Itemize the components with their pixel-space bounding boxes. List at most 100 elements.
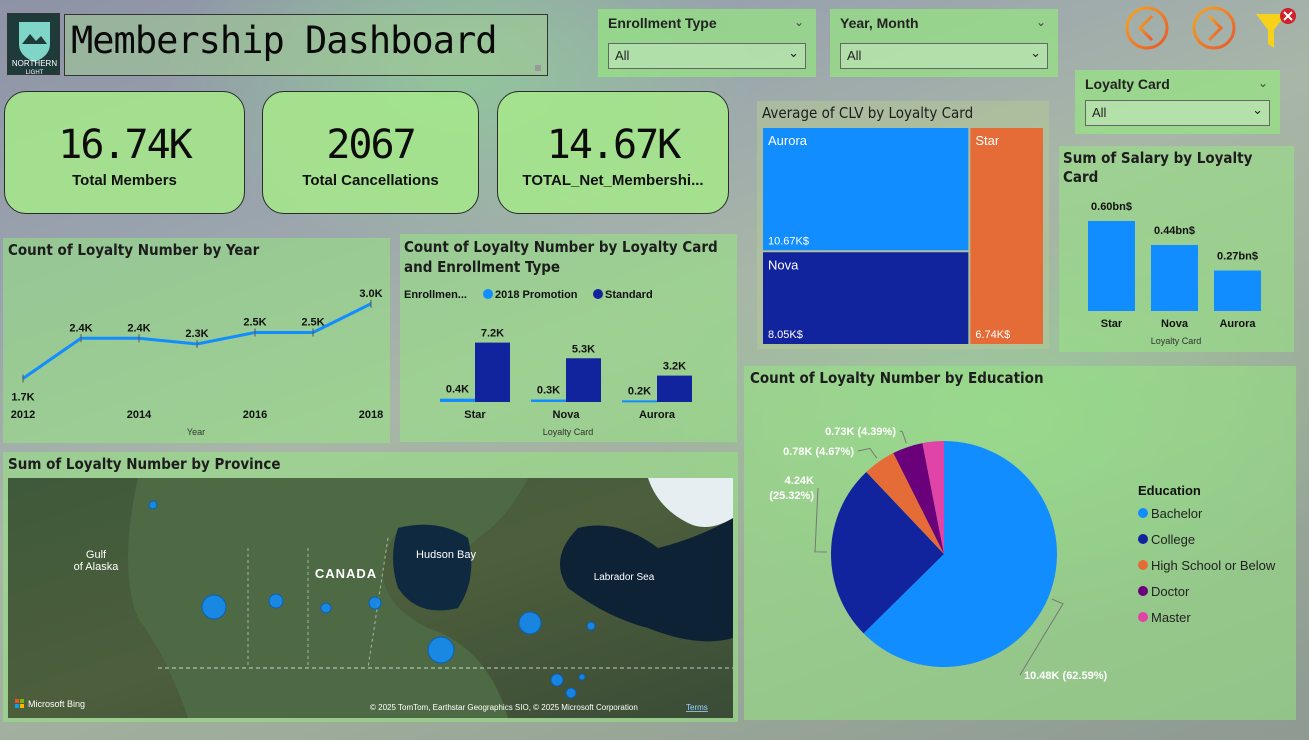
line-chart: 1.7K 2.4K 2.4K 2.3K 2.5K 2.5K 3.0K 2012 2014 2016… — [11, 288, 383, 437]
treemap-category-label: Aurora — [768, 133, 808, 148]
legend-label: Bachelor — [1151, 506, 1203, 521]
aurora-logo-icon: NORTHERN LIGHT — [12, 22, 57, 76]
data-label: 0.78K (4.67%) — [783, 446, 854, 458]
map-bubble[interactable] — [565, 687, 577, 699]
slicer-label: Enrollment Type — [608, 15, 717, 31]
bing-text: Microsoft Bing — [28, 699, 85, 709]
pie-slice — [866, 453, 944, 554]
slicer-enrollment-type[interactable]: Enrollment Type ⌄ All ⌄ — [598, 9, 816, 77]
x-axis-title: Loyalty Card — [543, 427, 594, 437]
map-label-labrador-sea: Labrador Sea — [594, 572, 655, 583]
map-bubble[interactable] — [320, 602, 332, 614]
bar — [475, 342, 510, 402]
chart-title: Average of CLV by Loyalty Card — [762, 104, 974, 122]
chevron-right-icon — [1207, 14, 1224, 42]
treemap-category-label: Nova — [768, 257, 799, 272]
year-month-dropdown[interactable]: All ⌄ — [840, 43, 1048, 69]
x-tick-label: 2018 — [359, 409, 383, 421]
map-bubble[interactable] — [550, 673, 564, 687]
chevron-down-icon[interactable]: ⌄ — [1257, 76, 1268, 90]
page-title: Membership Dashboard — [71, 19, 498, 62]
slicer-label: Year, Month — [840, 15, 919, 31]
chart-loyalty-by-year: Count of Loyalty Number by Year 1.7K 2.4K… — [3, 238, 390, 443]
chart-title: Count of Loyalty Number by Year — [8, 241, 260, 259]
legend-label: High School or Below — [1151, 558, 1276, 573]
bar — [622, 400, 657, 403]
legend-marker — [593, 289, 603, 299]
bar — [440, 398, 475, 402]
map-bubble[interactable] — [586, 621, 596, 631]
leader-line — [899, 430, 907, 444]
leader-line — [814, 487, 828, 553]
data-label: 1.7K — [11, 392, 34, 404]
loyalty-card-dropdown[interactable]: All ⌄ — [1085, 100, 1270, 126]
data-label: 0.27bn$ — [1217, 251, 1258, 263]
treemap-value-label: 8.05K$ — [768, 329, 803, 341]
logo-text-bottom: LIGHT — [26, 70, 44, 76]
x-tick-label: Aurora — [639, 409, 676, 421]
x-tick-label: Aurora — [1219, 318, 1256, 330]
chevron-down-icon: ⌄ — [1030, 46, 1041, 61]
chart-title: Count of Loyalty Number by Education — [750, 369, 1044, 387]
map-bubble[interactable] — [148, 500, 158, 510]
slicer-loyalty-card[interactable]: Loyalty Card ⌄ All ⌄ — [1075, 70, 1280, 134]
dropdown-value: All — [1092, 105, 1107, 120]
data-label: 2.3K — [185, 328, 208, 340]
filter-icon — [1256, 14, 1286, 48]
data-label: 3.2K — [663, 361, 686, 373]
data-label: 0.4K — [446, 384, 469, 396]
treemap-tile — [763, 128, 969, 251]
legend-marker — [1138, 586, 1148, 596]
chevron-down-icon: ⌄ — [788, 46, 799, 61]
title-box: Membership Dashboard — [64, 14, 548, 76]
forward-button[interactable] — [1189, 4, 1239, 52]
slicer-year-month[interactable]: Year, Month ⌄ All ⌄ — [830, 9, 1058, 77]
chart-title: Sum of Salary by Loyalty Card — [1063, 149, 1253, 186]
legend-title: Education — [1138, 483, 1201, 498]
map-bubble[interactable] — [268, 593, 284, 609]
clear-filter-button[interactable] — [1254, 6, 1298, 52]
data-label: (25.32%) — [769, 490, 814, 502]
map-bubble[interactable] — [201, 594, 227, 620]
map-label-gulf: Gulf — [86, 549, 107, 561]
map-bubble[interactable] — [427, 636, 455, 664]
map-label-alaska: of Alaska — [74, 561, 120, 573]
data-label: 0.60bn$ — [1091, 201, 1132, 213]
data-label: 0.2K — [628, 385, 651, 397]
data-label: 4.24K — [785, 475, 814, 487]
x-tick-label: Star — [464, 409, 486, 421]
map-terms-link[interactable]: Terms — [686, 703, 708, 712]
map-bubble[interactable] — [368, 596, 382, 610]
map-label-canada: CANADA — [315, 566, 377, 581]
legend-label: Master — [1151, 610, 1191, 625]
map-attribution: © 2025 TomTom, Earthstar Geographics SIO… — [370, 703, 638, 712]
data-label: 2.5K — [243, 317, 266, 329]
x-tick-label: 2012 — [11, 409, 35, 421]
bar — [1214, 270, 1261, 311]
chevron-down-icon[interactable]: ⌄ — [793, 15, 804, 29]
x-axis-title: Loyalty Card — [1151, 336, 1202, 346]
kpi-value: 16.74K — [58, 122, 193, 168]
map-bubble[interactable] — [578, 673, 586, 681]
map-bubble[interactable] — [518, 611, 542, 635]
data-label: 0.73K (4.39%) — [825, 426, 896, 438]
legend-label: Doctor — [1151, 584, 1190, 599]
treemap-chart: Aurora 10.67K$ Nova 8.05K$ Star 6.74K$ — [763, 128, 1043, 344]
chevron-down-icon[interactable]: ⌄ — [1035, 15, 1046, 29]
slicer-label: Loyalty Card — [1085, 76, 1170, 92]
enrollment-type-dropdown[interactable]: All ⌄ — [608, 43, 806, 69]
leader-line — [1019, 598, 1064, 676]
logo: NORTHERN LIGHT — [7, 13, 60, 76]
x-tick-label: 2016 — [243, 409, 267, 421]
x-tick-label: Star — [1101, 318, 1123, 330]
data-label: 10.48K (62.59%) — [1024, 670, 1107, 682]
chart-title: Sum of Loyalty Number by Province — [8, 455, 281, 473]
hudson-bay-water — [393, 524, 472, 611]
data-label: 2.4K — [127, 322, 150, 334]
map-canvas[interactable]: Gulf of Alaska CANADA Hudson Bay Labrado… — [8, 478, 733, 718]
greenland-ice — [648, 478, 733, 527]
data-label: 2.4K — [69, 322, 92, 334]
back-button[interactable] — [1122, 4, 1172, 52]
data-label: 2.5K — [301, 317, 324, 329]
dropdown-value: All — [847, 48, 862, 63]
